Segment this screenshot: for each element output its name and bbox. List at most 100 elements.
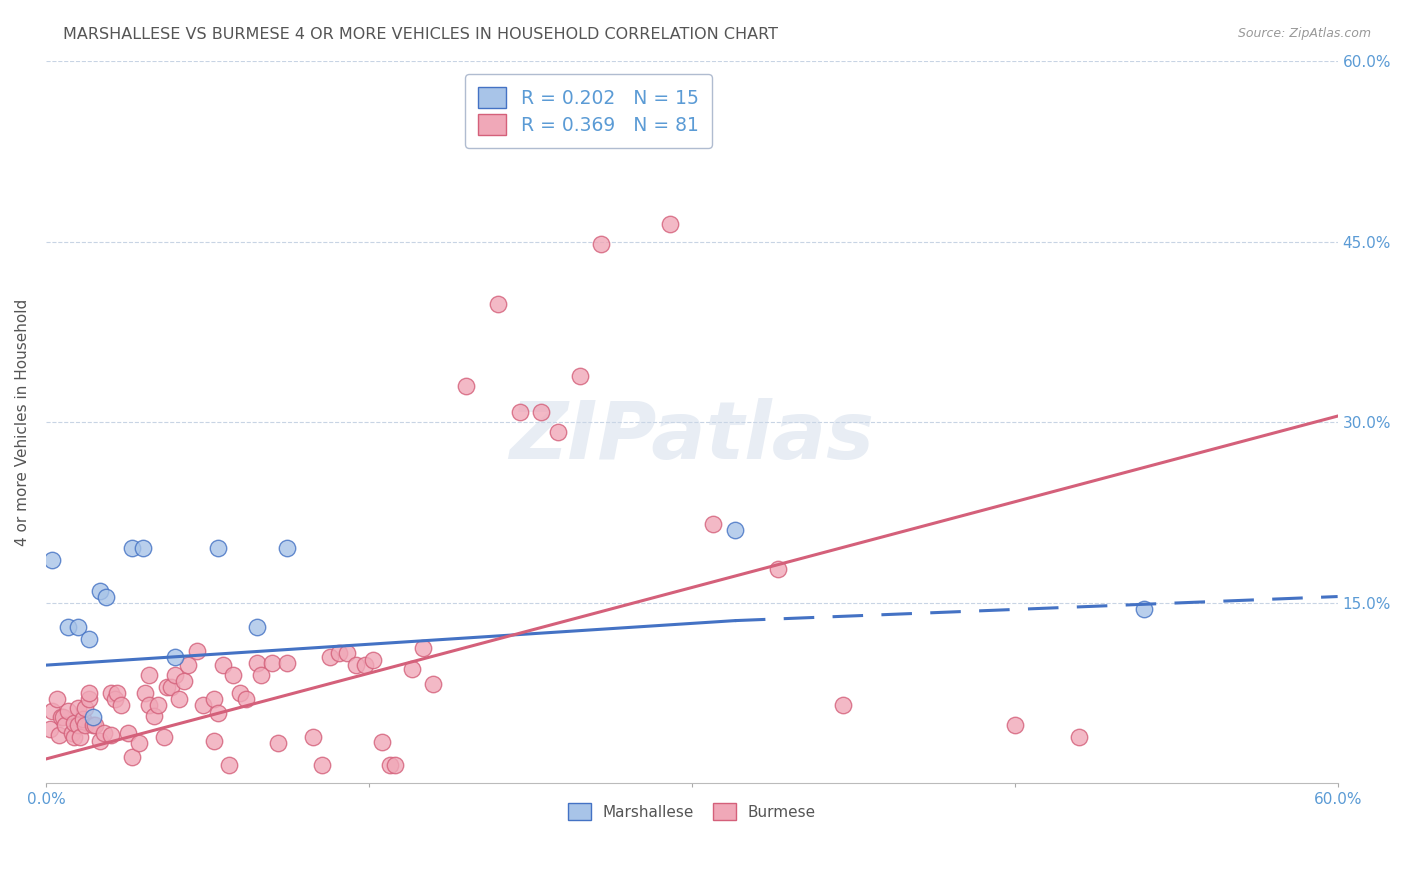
Point xyxy=(250,667,273,681)
Point xyxy=(422,677,444,691)
Point xyxy=(486,297,509,311)
Text: ZIPatlas: ZIPatlas xyxy=(509,398,875,475)
Point xyxy=(82,710,104,724)
Point xyxy=(371,735,394,749)
Point xyxy=(319,649,342,664)
Point xyxy=(568,369,591,384)
Point xyxy=(138,698,160,712)
Point xyxy=(72,712,94,726)
Point xyxy=(547,425,569,439)
Point xyxy=(222,667,245,681)
Point xyxy=(831,698,853,712)
Point xyxy=(1069,731,1091,745)
Point xyxy=(401,662,423,676)
Point xyxy=(591,237,613,252)
Point xyxy=(276,541,298,556)
Point xyxy=(766,562,789,576)
Point xyxy=(191,698,214,712)
Text: MARSHALLESE VS BURMESE 4 OR MORE VEHICLES IN HOUSEHOLD CORRELATION CHART: MARSHALLESE VS BURMESE 4 OR MORE VEHICLE… xyxy=(63,27,779,42)
Point xyxy=(153,731,176,745)
Point xyxy=(276,656,298,670)
Point xyxy=(121,749,143,764)
Point xyxy=(82,718,104,732)
Point xyxy=(412,641,434,656)
Point xyxy=(361,653,384,667)
Point xyxy=(77,632,100,646)
Point xyxy=(89,734,111,748)
Point xyxy=(142,708,165,723)
Point xyxy=(110,698,132,712)
Point xyxy=(218,758,240,772)
Point xyxy=(267,736,290,750)
Point xyxy=(202,734,225,748)
Point xyxy=(67,718,90,732)
Point xyxy=(100,686,122,700)
Point xyxy=(105,686,128,700)
Point xyxy=(530,405,553,419)
Point xyxy=(128,736,150,750)
Point xyxy=(207,541,229,556)
Point xyxy=(73,701,96,715)
Point xyxy=(724,524,747,538)
Point xyxy=(56,619,79,633)
Point xyxy=(48,728,70,742)
Point xyxy=(659,217,682,231)
Point xyxy=(165,667,187,681)
Point xyxy=(41,553,63,567)
Point xyxy=(121,541,143,556)
Point xyxy=(39,722,62,736)
Point xyxy=(89,583,111,598)
Point xyxy=(302,731,325,745)
Point xyxy=(177,658,200,673)
Point xyxy=(186,643,208,657)
Point xyxy=(117,725,139,739)
Point xyxy=(146,698,169,712)
Point xyxy=(202,691,225,706)
Point xyxy=(138,667,160,681)
Y-axis label: 4 or more Vehicles in Household: 4 or more Vehicles in Household xyxy=(15,299,30,546)
Point xyxy=(173,673,195,688)
Point xyxy=(328,646,350,660)
Point xyxy=(454,379,477,393)
Point xyxy=(1004,718,1026,732)
Point xyxy=(73,718,96,732)
Point xyxy=(67,619,90,633)
Point xyxy=(132,541,155,556)
Point xyxy=(165,649,187,664)
Point xyxy=(160,680,183,694)
Point xyxy=(169,691,191,706)
Point xyxy=(41,704,63,718)
Point xyxy=(63,715,86,730)
Point xyxy=(384,758,406,772)
Point xyxy=(336,646,359,660)
Point xyxy=(509,405,531,419)
Point xyxy=(67,701,90,715)
Point xyxy=(45,691,67,706)
Point xyxy=(211,658,233,673)
Point xyxy=(77,691,100,706)
Point xyxy=(702,517,724,532)
Point xyxy=(155,680,177,694)
Point xyxy=(56,704,79,718)
Point xyxy=(104,691,127,706)
Point xyxy=(52,710,75,724)
Point xyxy=(380,758,402,772)
Point xyxy=(96,590,118,604)
Text: Source: ZipAtlas.com: Source: ZipAtlas.com xyxy=(1237,27,1371,40)
Point xyxy=(49,710,72,724)
Point xyxy=(353,658,375,673)
Point xyxy=(60,725,83,739)
Point xyxy=(246,656,269,670)
Point xyxy=(100,728,122,742)
Point xyxy=(228,686,250,700)
Point xyxy=(1133,601,1156,615)
Point xyxy=(246,619,269,633)
Point xyxy=(69,731,91,745)
Point xyxy=(134,686,156,700)
Point xyxy=(63,731,86,745)
Point xyxy=(77,686,100,700)
Point xyxy=(84,718,107,732)
Point xyxy=(260,656,283,670)
Point xyxy=(53,718,76,732)
Point xyxy=(93,725,115,739)
